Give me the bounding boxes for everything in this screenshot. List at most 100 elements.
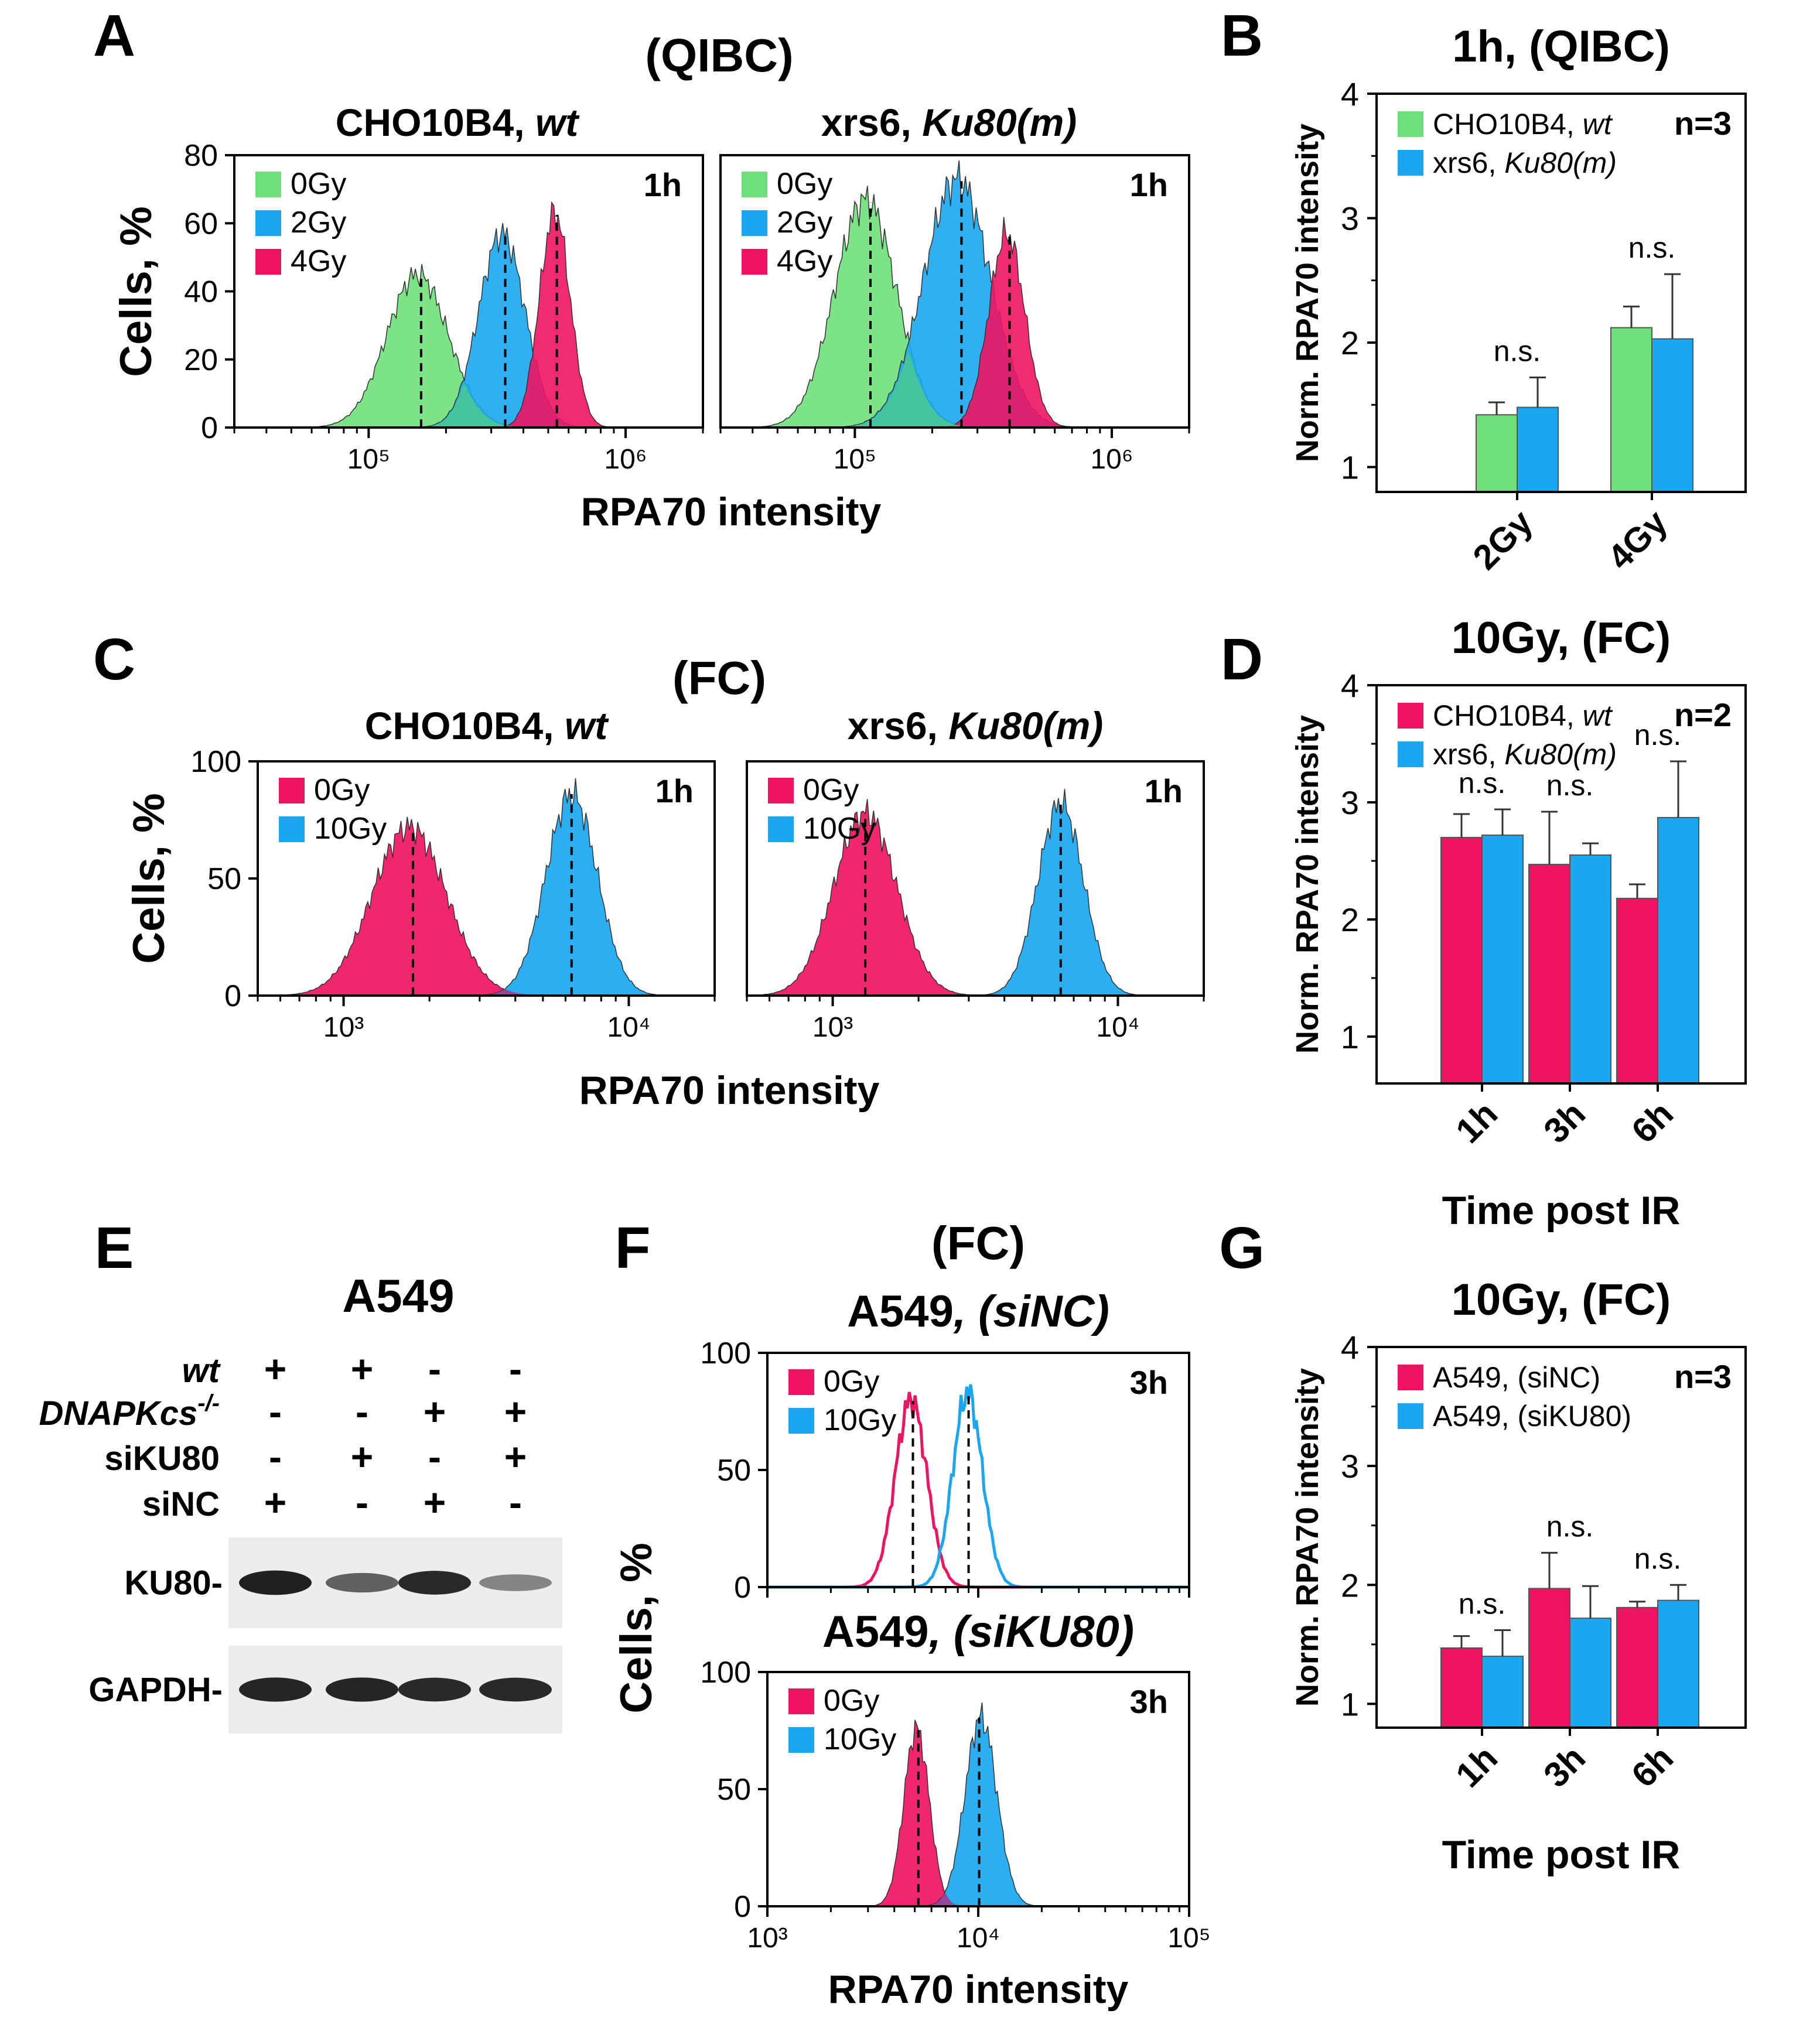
y-tick-label: 3 <box>1341 200 1359 237</box>
legend-label-italic: Ku80(m) <box>1504 146 1617 179</box>
y-tick-label: 20 <box>184 343 218 377</box>
blot-sign: + <box>264 1347 287 1390</box>
blot-band <box>239 1570 312 1595</box>
x-tick-label: 10⁵ <box>347 444 390 475</box>
blot-sign: + <box>351 1435 374 1478</box>
panel-C1-title-italic: wt <box>565 704 609 747</box>
plot-frame <box>1375 684 1747 1085</box>
y-tick-label: 50 <box>717 1773 751 1807</box>
bar-6h-1 <box>1657 817 1699 1084</box>
y-tick-label: 60 <box>184 207 218 241</box>
legend-label: xrs6, Ku80(m) <box>1433 738 1617 771</box>
panel-A2-title: xrs6, Ku80(m) <box>821 101 1077 144</box>
bar-3h-1 <box>1569 854 1611 1084</box>
legend-label-italic: wt <box>1583 699 1613 732</box>
x-axis-label: Time post IR <box>1442 1188 1681 1233</box>
y-tick-label: 0 <box>224 979 241 1013</box>
panel-F2-title-main: A549 <box>822 1607 929 1657</box>
panel-C2-title-main: xrs6, <box>848 704 948 747</box>
legend-swatch-10Gy <box>279 816 305 842</box>
category-label: 2Gy <box>1466 502 1541 577</box>
blot-sign: + <box>504 1435 527 1478</box>
legend-swatch-0Gy <box>788 1688 814 1714</box>
n-label: n=3 <box>1674 1358 1732 1395</box>
blot-sign: + <box>424 1390 446 1433</box>
y-tick-label: 3 <box>1341 1448 1359 1485</box>
x-tick-label: 10³ <box>812 1012 853 1043</box>
histogram-10Gy <box>258 778 715 996</box>
legend-swatch-0Gy <box>742 172 767 197</box>
panel-F1-title-italic: , (siNC) <box>953 1287 1109 1336</box>
blot-sign: + <box>351 1347 374 1390</box>
blot-row-label-main: DNAPKcs <box>39 1394 197 1432</box>
x-tick-label: 10⁶ <box>604 444 647 475</box>
legend-swatch <box>1398 111 1423 137</box>
y-tick-label: 2 <box>1341 1567 1359 1604</box>
panel-F-x-axis-label: RPA70 intensity <box>828 1967 1129 2012</box>
plot-frame <box>719 154 1190 429</box>
chart-C2: 10³ 10⁴ 0Gy 10Gy 1h <box>746 760 1205 1043</box>
bar-6h-0 <box>1616 1606 1658 1728</box>
y-axis-label: Norm. RPA70 intensity <box>1290 715 1325 1054</box>
chart-F2: 0 50 100 10³ 10⁴ 10⁵ 0Gy 10Gy 3h <box>700 1656 1210 1954</box>
category-label: 6h <box>1624 1738 1681 1795</box>
blot-band-label: KU80- <box>124 1564 223 1602</box>
blot-row-label-main: siKU80 <box>104 1440 220 1478</box>
legend-swatch-0Gy <box>255 172 281 197</box>
x-tick-label: 10⁵ <box>1167 1923 1210 1954</box>
panel-A1-title-main: CHO10B4, <box>336 101 535 144</box>
blot-sign: - <box>428 1347 441 1390</box>
panel-A-x-axis-label: RPA70 intensity <box>581 490 882 534</box>
legend-swatch <box>1398 703 1423 729</box>
bar-3h-0 <box>1528 864 1570 1084</box>
y-tick-label: 0 <box>734 1571 751 1605</box>
legend-swatch-10Gy <box>768 816 794 842</box>
legend-label-main: A549, (siNC) <box>1433 1361 1600 1394</box>
legend-swatch <box>1398 150 1423 176</box>
chart-B: n.s. 2Gy n.s. 4Gy 1 2 3 4 CHO10B4, wt xrs6, Ku80(… <box>1290 22 1747 577</box>
bar-3h-1 <box>1569 1618 1611 1728</box>
panel-F2-title-italic: , (siKU80) <box>928 1607 1135 1657</box>
y-tick-label: 100 <box>190 745 241 779</box>
legend-label-main: A549, (siKU80) <box>1433 1400 1631 1432</box>
significance-label: n.s. <box>1634 719 1682 751</box>
legend-label-main: xrs6, <box>1433 738 1504 771</box>
legend-swatch-0Gy <box>768 778 794 804</box>
panel-letter-D: D <box>1221 627 1263 692</box>
significance-label: n.s. <box>1634 1542 1682 1575</box>
plot-frame <box>1375 93 1747 493</box>
blot-row-label-main: siNC <box>142 1485 220 1523</box>
category-label: 3h <box>1536 1738 1593 1795</box>
n-label: n=2 <box>1674 696 1732 733</box>
time-annotation: 1h <box>655 772 694 809</box>
chart-A1: 0 20 40 60 80 10⁵ 10⁶ 0Gy 2Gy 4Gy 1h <box>184 139 704 475</box>
y-tick-label: 1 <box>1341 1018 1359 1055</box>
y-axis-label: Norm. RPA70 intensity <box>1290 1368 1325 1707</box>
legend-label: A549, (siNC) <box>1433 1361 1600 1394</box>
blot-sign: - <box>269 1390 282 1433</box>
blot-sign: - <box>428 1435 441 1478</box>
legend-label-10Gy: 10Gy <box>803 812 876 846</box>
category-label: 4Gy <box>1600 502 1675 577</box>
category-label: 1h <box>1448 1094 1505 1151</box>
blot-sign: - <box>356 1390 368 1433</box>
panel-F1-title-main: A549 <box>847 1287 954 1336</box>
panel-C-header: (FC) <box>672 652 766 704</box>
chart-G: n.s. 1h n.s. 3h n.s. 6h 1 2 3 4 A549, (siNC) A549, … <box>1290 1275 1747 1877</box>
bar-6h-0 <box>1616 898 1658 1084</box>
y-tick-label: 1 <box>1341 1685 1359 1722</box>
y-tick-label: 0 <box>734 1890 751 1924</box>
x-tick-label: 10⁴ <box>1096 1012 1139 1043</box>
chart-C1: 0 50 100 10³ 10⁴ 0Gy 10Gy 1h <box>190 745 716 1043</box>
panel-C1-title: CHO10B4, wt <box>365 704 609 747</box>
legend-label-4Gy: 4Gy <box>291 244 346 278</box>
y-tick-label: 2 <box>1341 901 1359 938</box>
chart-D: n.s. 1h n.s. 3h n.s. 6h 1 2 3 4 CHO10B4, wt xrs6, K… <box>1290 613 1747 1233</box>
panel-F2-title: A549, (siKU80) <box>822 1607 1134 1657</box>
panel-letter-A: A <box>93 3 135 69</box>
panel-C1-title-main: CHO10B4, <box>365 704 565 747</box>
chart-F1: 0 50 100 0Gy 10Gy 3h <box>700 1336 1190 1605</box>
legend-label-main: CHO10B4, <box>1433 699 1583 732</box>
significance-label: n.s. <box>1628 231 1676 264</box>
